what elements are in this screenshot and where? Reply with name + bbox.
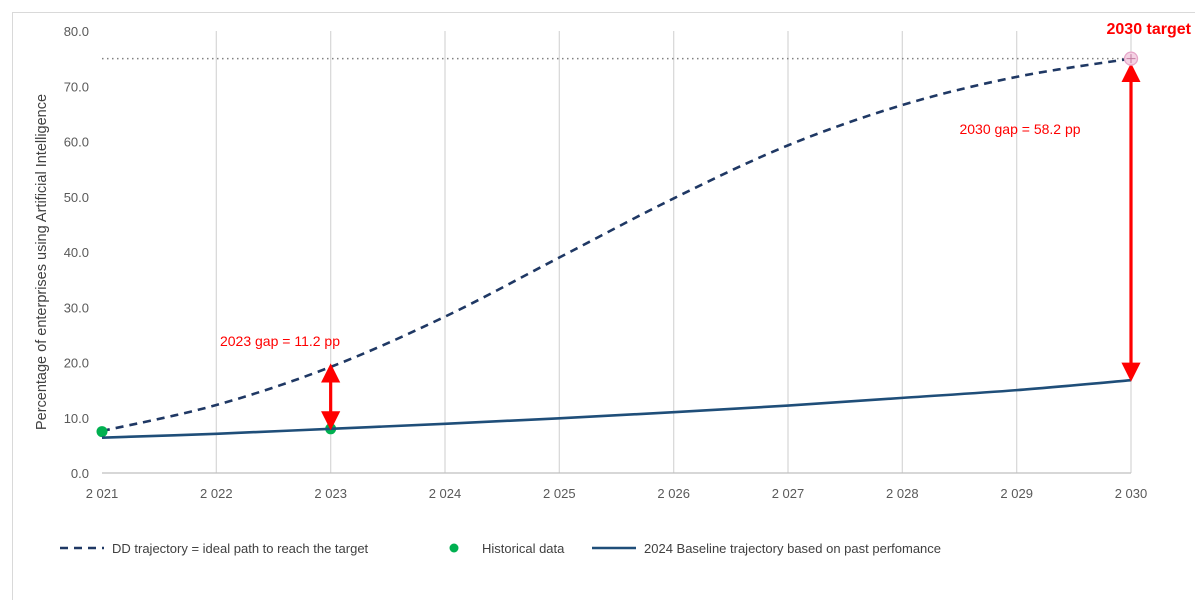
x-tick-label: 2 023	[314, 486, 347, 501]
y-tick-label: 10.0	[64, 411, 89, 426]
dd-trajectory-line	[101, 57, 1132, 433]
legend-label-dd: DD trajectory = ideal path to reach the …	[112, 541, 369, 556]
historical-data-point	[96, 426, 108, 438]
y-tick-label: 70.0	[64, 79, 89, 94]
gap-label-2023: 2023 gap = 11.2 pp	[220, 333, 340, 349]
axis-layer: 2 021 2 022 2 023 2 024 2 025 2 026 2 027 2 028…	[34, 24, 1147, 501]
grid-layer	[215, 31, 1132, 473]
x-tick-label: 2 021	[86, 486, 119, 501]
y-tick-label: 50.0	[64, 190, 89, 205]
legend-layer: DD trajectory = ideal path to reach the …	[60, 541, 941, 556]
legend-label-baseline: 2024 Baseline trajectory based on past p…	[644, 541, 941, 556]
y-tick-label: 0.0	[71, 466, 89, 481]
y-tick-label: 60.0	[64, 135, 89, 150]
legend-swatch-historical	[449, 543, 459, 553]
legend-label-historical: Historical data	[482, 541, 565, 556]
x-tick-label: 2 022	[200, 486, 233, 501]
chart-frame	[12, 12, 1195, 600]
x-tick-label: 2 026	[657, 486, 690, 501]
x-tick-label: 2 024	[429, 486, 462, 501]
x-tick-label: 2 030	[1115, 486, 1148, 501]
baseline-trajectory-line	[101, 378, 1132, 439]
target-label: 2030 target	[1107, 21, 1192, 38]
y-tick-label: 80.0	[64, 24, 89, 39]
x-tick-label: 2 028	[886, 486, 919, 501]
y-tick-label: 40.0	[64, 245, 89, 260]
x-tick-label: 2 027	[772, 486, 805, 501]
x-tick-label: 2 029	[1000, 486, 1033, 501]
y-axis-title: Percentage of enterprises using Artifici…	[34, 94, 50, 430]
annotation-layer: 2023 gap = 11.2 pp 2030 gap = 58.2 pp 2030…	[220, 21, 1192, 431]
series-layer	[96, 57, 1132, 439]
x-tick-label: 2 025	[543, 486, 576, 501]
y-tick-label: 30.0	[64, 300, 89, 315]
gap-label-2030: 2030 gap = 58.2 pp	[959, 121, 1080, 137]
y-tick-label: 20.0	[64, 356, 89, 371]
